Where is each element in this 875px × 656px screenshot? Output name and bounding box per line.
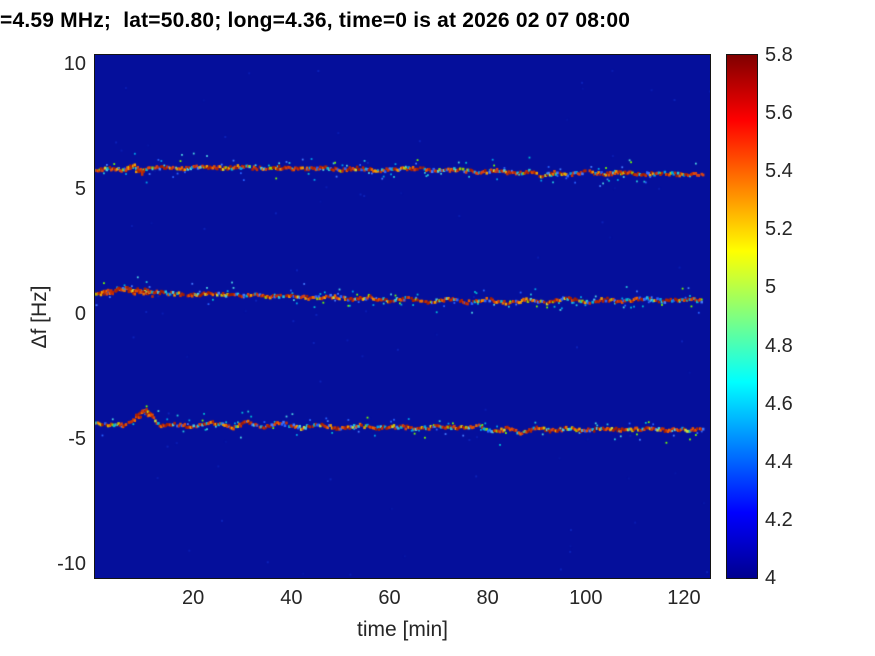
colorbar-tick-label: 5.6 (765, 102, 793, 125)
x-tick-label: 60 (378, 587, 401, 609)
colorbar-tick-label: 4.6 (765, 392, 793, 415)
spectrogram-canvas (95, 55, 710, 578)
y-tick-label: 10 (63, 52, 86, 75)
colorbar-tick-label: 4.2 (765, 508, 793, 531)
x-tick-label: 120 (667, 587, 701, 609)
colorbar-tick-label: 4 (765, 567, 777, 589)
colorbar-tick-label: 4.4 (765, 450, 793, 473)
chart-title: =4.59 MHz; lat=50.80; long=4.36, time=0 … (0, 9, 631, 32)
x-tick-label: 100 (569, 587, 603, 609)
colorbar-tick-label: 5.4 (765, 160, 793, 183)
y-tick-label: -5 (68, 428, 86, 451)
colorbar-tick-label: 4.8 (765, 334, 793, 357)
x-tick-label: 80 (476, 587, 499, 609)
plot-area (94, 54, 711, 579)
colorbar-tick-label: 5.2 (765, 218, 793, 241)
y-tick-label: 0 (74, 302, 86, 325)
colorbar-tick-label: 5 (765, 276, 777, 299)
y-tick-label: 5 (74, 177, 86, 200)
colorbar-tick-label: 5.8 (765, 44, 793, 66)
x-tick-label: 40 (280, 587, 303, 609)
y-tick-label: -10 (57, 553, 86, 576)
x-axis-label: time [min] (356, 618, 448, 641)
x-tick-label: 20 (182, 587, 205, 609)
colorbar (726, 54, 758, 579)
